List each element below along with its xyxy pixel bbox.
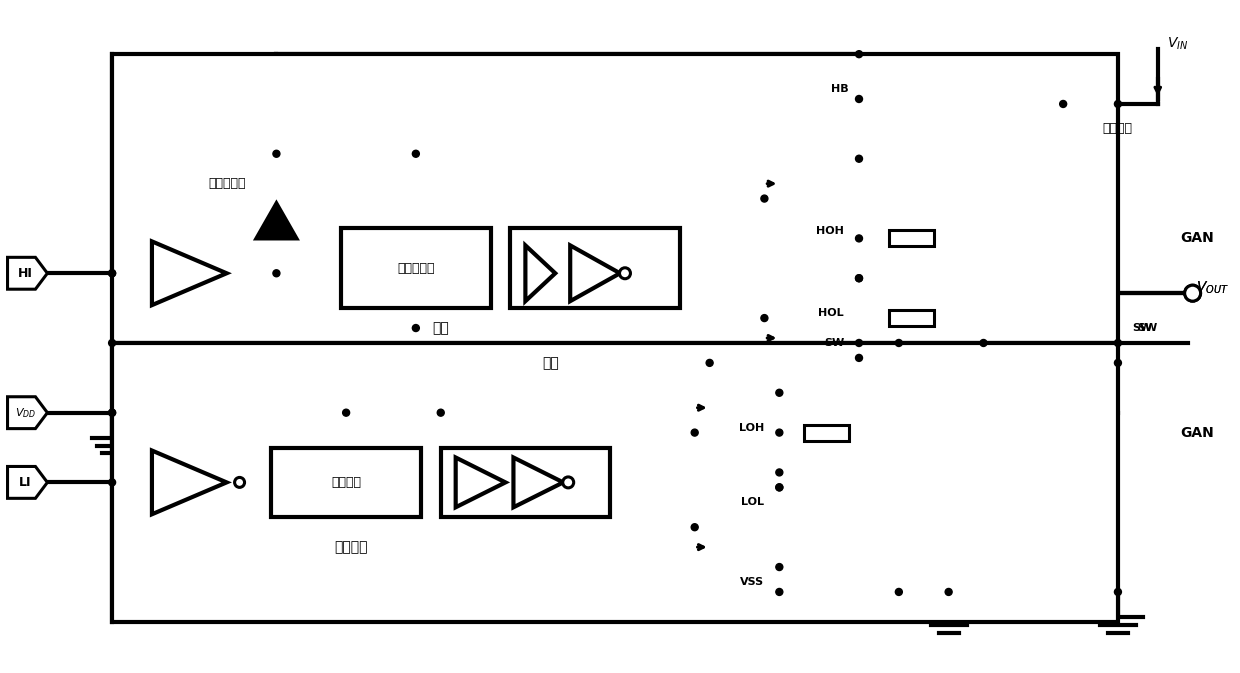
Circle shape [1184, 285, 1200, 301]
Polygon shape [570, 246, 620, 301]
Circle shape [109, 409, 115, 416]
Circle shape [234, 477, 244, 487]
Circle shape [856, 275, 863, 282]
Text: SW: SW [1137, 323, 1158, 333]
Circle shape [691, 429, 698, 436]
Circle shape [620, 268, 630, 279]
Text: HOH: HOH [816, 226, 844, 236]
Circle shape [109, 339, 115, 347]
Circle shape [776, 389, 782, 396]
Circle shape [1115, 100, 1121, 108]
Circle shape [856, 275, 863, 282]
Circle shape [413, 324, 419, 332]
Circle shape [776, 588, 782, 596]
Polygon shape [257, 203, 296, 238]
Text: 低端: 低端 [542, 356, 559, 370]
Text: LOH: LOH [739, 423, 764, 433]
Text: $V_{OUT}$: $V_{OUT}$ [1197, 280, 1229, 296]
Circle shape [706, 359, 713, 366]
Text: HB: HB [832, 84, 849, 94]
Text: 自举电容: 自举电容 [1102, 122, 1133, 135]
Bar [112, 343, 1118, 622]
Polygon shape [7, 466, 47, 498]
Circle shape [563, 477, 574, 488]
Text: VSS: VSS [740, 577, 764, 587]
Text: 半桥驱动: 半桥驱动 [335, 540, 368, 554]
Circle shape [895, 588, 903, 596]
Text: 延时匹配: 延时匹配 [331, 476, 361, 489]
Bar [889, 310, 934, 326]
Circle shape [1060, 100, 1066, 108]
Circle shape [980, 339, 987, 347]
Circle shape [856, 235, 863, 242]
Circle shape [856, 339, 863, 347]
Bar [805, 425, 849, 441]
Circle shape [895, 339, 903, 347]
Text: 自举二极管: 自举二极管 [208, 177, 246, 190]
Circle shape [109, 479, 115, 486]
Circle shape [109, 409, 115, 416]
Circle shape [761, 195, 768, 202]
Circle shape [856, 50, 863, 58]
Circle shape [438, 409, 444, 416]
Polygon shape [153, 242, 227, 305]
Text: 电平转换器: 电平转换器 [397, 262, 434, 275]
Circle shape [776, 563, 782, 571]
Circle shape [273, 150, 280, 157]
Circle shape [691, 524, 698, 531]
Text: LOL: LOL [742, 497, 764, 507]
Text: SW: SW [1132, 323, 1153, 333]
Text: $V_{IN}$: $V_{IN}$ [1167, 36, 1188, 52]
Bar [272, 448, 420, 518]
Text: HI: HI [19, 267, 33, 280]
Bar [889, 230, 934, 246]
Circle shape [776, 469, 782, 476]
Text: $V_{OUT}$: $V_{OUT}$ [1197, 280, 1229, 296]
Text: LI: LI [19, 476, 32, 489]
Polygon shape [153, 450, 227, 514]
Text: GAN: GAN [1180, 425, 1214, 439]
Bar [440, 448, 610, 518]
Circle shape [856, 155, 863, 162]
Bar [511, 228, 680, 308]
Text: HOL: HOL [818, 308, 844, 318]
Circle shape [856, 96, 863, 102]
Polygon shape [7, 257, 47, 289]
Circle shape [109, 270, 115, 277]
Circle shape [1115, 339, 1121, 347]
Circle shape [1184, 285, 1200, 301]
Circle shape [1115, 588, 1121, 596]
Polygon shape [7, 397, 47, 429]
Text: 高端: 高端 [433, 321, 449, 335]
Circle shape [856, 355, 863, 361]
Text: GAN: GAN [1180, 232, 1214, 246]
Circle shape [342, 409, 350, 416]
Circle shape [761, 314, 768, 322]
Polygon shape [526, 246, 556, 301]
Text: $V_{DD}$: $V_{DD}$ [15, 406, 36, 419]
Circle shape [776, 484, 782, 491]
Circle shape [273, 270, 280, 277]
Circle shape [776, 484, 782, 491]
Circle shape [413, 150, 419, 157]
Circle shape [945, 588, 952, 596]
Polygon shape [455, 458, 506, 507]
Circle shape [776, 429, 782, 436]
Circle shape [1115, 359, 1121, 366]
Bar [112, 54, 1118, 343]
Polygon shape [513, 458, 563, 507]
Bar [341, 228, 491, 308]
Text: SW: SW [823, 338, 844, 348]
Circle shape [109, 270, 115, 277]
